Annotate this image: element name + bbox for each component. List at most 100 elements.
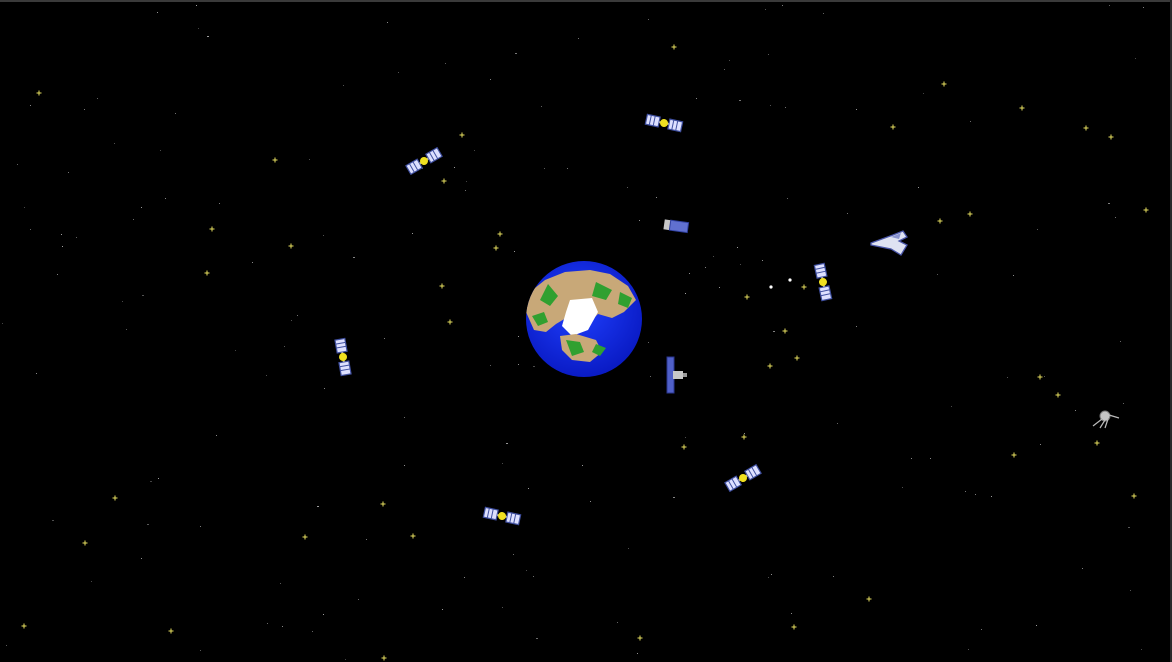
dot-star: [490, 79, 491, 80]
window-right-edge: [1170, 0, 1172, 662]
dot-star: [567, 168, 568, 169]
dot-star: [648, 342, 649, 343]
dot-star: [627, 187, 628, 188]
dot-star: [412, 233, 413, 234]
dot-star: [968, 649, 969, 650]
dot-star: [536, 638, 538, 639]
dot-star: [518, 364, 519, 365]
dot-star: [902, 487, 903, 488]
dot-star: [200, 650, 201, 651]
dot-star: [923, 93, 924, 94]
dot-star: [744, 433, 745, 434]
dot-star: [847, 213, 848, 214]
dot-star: [323, 614, 324, 615]
dot-star: [490, 365, 491, 366]
window-top-edge: [0, 0, 1172, 2]
dot-star: [685, 437, 686, 438]
dot-star: [122, 301, 123, 302]
dot-star: [787, 198, 788, 199]
dot-star: [673, 497, 675, 498]
dot-star: [216, 435, 217, 436]
dot-star: [445, 63, 446, 64]
dot-star: [506, 443, 508, 444]
dot-star: [165, 198, 166, 199]
dot-star: [514, 251, 515, 252]
dot-star: [465, 190, 466, 191]
dot-star: [324, 388, 325, 389]
dot-star: [837, 423, 838, 424]
dot-star: [656, 197, 657, 198]
dot-star: [833, 576, 834, 577]
dot-star: [1115, 217, 1116, 218]
dot-star: [68, 172, 69, 173]
dot-star: [918, 187, 919, 188]
dot-star: [1007, 377, 1008, 378]
dot-star: [737, 247, 738, 248]
dot-star: [544, 168, 545, 169]
dot-star: [309, 159, 310, 160]
dot-star: [30, 105, 31, 106]
dot-star: [207, 36, 209, 37]
dot-star: [158, 478, 159, 479]
dot-star: [147, 524, 149, 525]
dot-star: [768, 577, 769, 578]
dot-star: [930, 458, 931, 459]
dot-star: [464, 577, 465, 578]
dot-star: [648, 19, 649, 20]
shuttle-icon[interactable]: [870, 230, 908, 256]
dot-star: [856, 109, 857, 110]
dot-star: [297, 315, 298, 316]
dot-star: [114, 143, 115, 144]
dot-star: [762, 260, 763, 261]
dot-star: [252, 262, 253, 263]
dot-star: [719, 287, 720, 288]
dot-star: [937, 274, 938, 275]
dot-star: [1123, 403, 1124, 404]
dot-star: [175, 113, 176, 114]
dot-star: [639, 220, 640, 221]
dot-star: [951, 406, 952, 407]
dot-star: [198, 28, 199, 29]
dot-star: [6, 645, 7, 646]
dot-star: [689, 273, 690, 274]
dot-star: [76, 237, 77, 238]
dot-star: [142, 295, 144, 296]
dot-star: [770, 105, 771, 106]
station-module-icon[interactable]: [666, 356, 687, 394]
dot-star: [637, 653, 638, 654]
dot-star: [617, 622, 618, 623]
dot-star: [1013, 275, 1014, 276]
dot-star: [1082, 568, 1083, 569]
starfield: [2, 5, 1149, 661]
dot-star: [474, 150, 475, 151]
dot-star: [280, 583, 281, 584]
dot-star: [771, 574, 772, 575]
dot-star: [384, 338, 385, 339]
telescope-icon[interactable]: [663, 219, 690, 234]
dot-star: [1135, 58, 1136, 59]
dot-star: [513, 554, 514, 555]
dot-star: [17, 164, 18, 165]
dot-star: [1036, 625, 1037, 626]
dot-star: [141, 207, 142, 208]
dot-star: [343, 85, 344, 86]
dot-star: [970, 121, 971, 122]
dot-star: [267, 623, 268, 624]
dot-star: [791, 613, 792, 614]
dot-star: [312, 631, 313, 632]
dot-star: [141, 558, 142, 559]
dot-star: [266, 375, 267, 376]
dot-star: [317, 506, 319, 507]
dot-star: [150, 481, 152, 482]
dot-star: [345, 659, 346, 660]
dot-star: [24, 207, 25, 208]
sputnik-icon[interactable]: [1092, 410, 1120, 429]
dot-star: [533, 366, 535, 367]
dot-star: [729, 60, 730, 61]
dot-star: [398, 72, 399, 73]
dot-star: [454, 167, 455, 168]
dot-star: [62, 246, 63, 247]
earth-planet[interactable]: [526, 261, 642, 377]
dot-star: [282, 626, 283, 627]
